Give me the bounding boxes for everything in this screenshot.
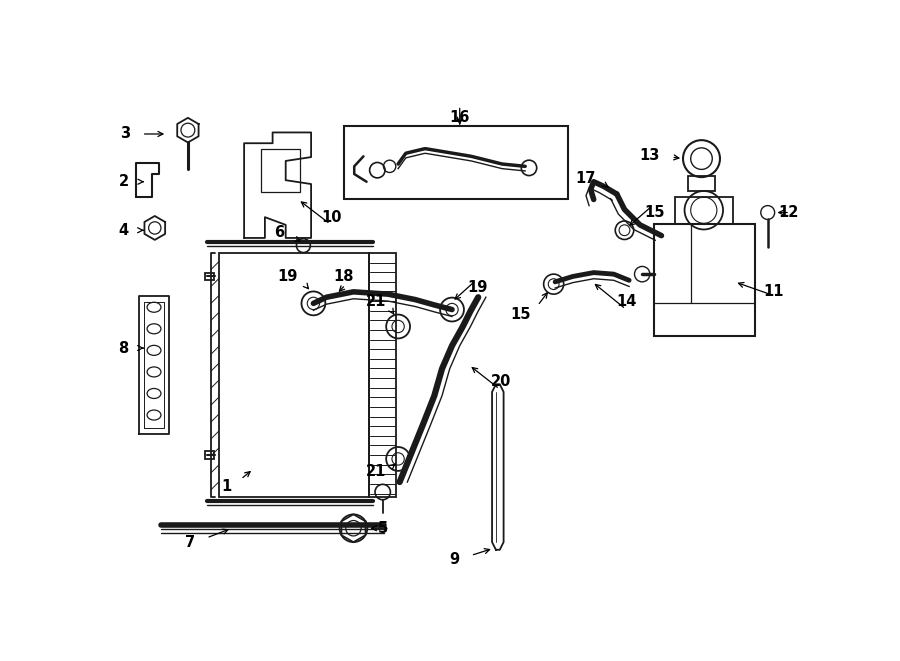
- Text: 20: 20: [491, 374, 511, 389]
- Text: 7: 7: [185, 535, 195, 549]
- Bar: [205, 451, 214, 459]
- Text: 14: 14: [616, 294, 637, 309]
- Text: 8: 8: [119, 340, 129, 356]
- Text: 9: 9: [450, 551, 460, 566]
- Bar: [261, 149, 300, 192]
- Text: 4: 4: [119, 223, 129, 238]
- Text: 18: 18: [333, 269, 354, 284]
- Circle shape: [339, 514, 367, 542]
- Text: 12: 12: [778, 205, 799, 220]
- Text: 21: 21: [365, 464, 386, 479]
- Text: 2: 2: [119, 175, 129, 189]
- Bar: [205, 272, 214, 280]
- Text: 5: 5: [378, 521, 388, 535]
- Text: 19: 19: [467, 280, 488, 295]
- Bar: [653, 224, 755, 336]
- Text: 16: 16: [449, 110, 470, 124]
- Bar: [219, 253, 369, 498]
- Circle shape: [683, 140, 720, 177]
- Bar: [675, 197, 734, 224]
- Text: 17: 17: [576, 171, 596, 186]
- Text: 10: 10: [321, 210, 342, 225]
- Bar: [369, 253, 396, 498]
- Text: 19: 19: [277, 269, 298, 284]
- Text: 21: 21: [365, 294, 386, 309]
- Text: 6: 6: [274, 225, 284, 240]
- Text: 3: 3: [120, 126, 130, 141]
- Text: 13: 13: [640, 148, 660, 163]
- Text: 15: 15: [644, 205, 665, 220]
- Text: 1: 1: [221, 479, 232, 494]
- Text: 15: 15: [510, 307, 530, 323]
- Text: 11: 11: [763, 284, 784, 299]
- Bar: [344, 126, 568, 200]
- Bar: [688, 176, 715, 191]
